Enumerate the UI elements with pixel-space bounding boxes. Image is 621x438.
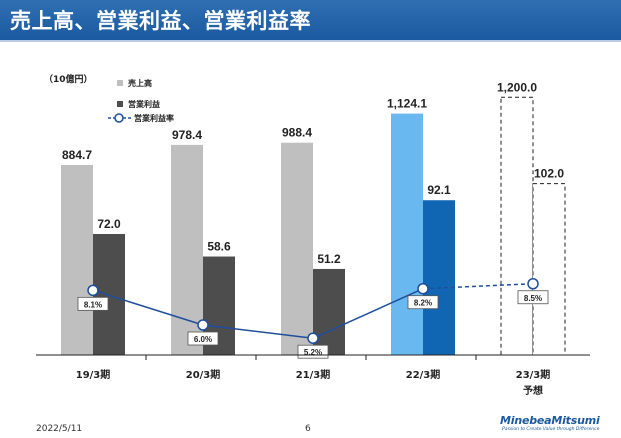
legend-rate-marker <box>114 113 124 123</box>
label-profit-4: 102.0 <box>534 167 564 181</box>
rate-label-1: 6.0% <box>194 335 212 344</box>
bar-profit-2 <box>313 268 345 355</box>
rate-line-segment-3 <box>422 283 534 290</box>
tick-label-3: 22/3期 <box>406 368 441 381</box>
legend-profit-label: 営業利益 <box>128 100 160 109</box>
footer-date: 2022/5/11 <box>36 424 83 434</box>
rate-label-box-0 <box>77 296 109 311</box>
label-profit-3: 92.1 <box>427 183 451 197</box>
rate-label-2: 5.2% <box>304 348 322 357</box>
tick-sublabel-4: 予想 <box>523 384 543 397</box>
rate-point-0 <box>87 284 99 297</box>
bar-sales-3 <box>391 113 423 355</box>
rate-point-2 <box>307 332 319 344</box>
rate-label-4: 8.5% <box>524 294 542 303</box>
legend-sales-swatch <box>117 80 123 86</box>
bar-profit-4 <box>532 183 566 356</box>
bar-sales-2 <box>281 142 313 355</box>
rate-line-segment-1 <box>202 324 314 339</box>
bar-sales-4 <box>500 96 534 356</box>
rate-line-segment-0 <box>92 289 204 326</box>
rate-point-1 <box>197 319 209 331</box>
rate-label-box-4 <box>517 290 549 305</box>
tick-label-2: 21/3期 <box>296 368 331 381</box>
rate-label-box-3 <box>407 295 439 310</box>
bar-sales-0 <box>61 165 93 355</box>
title-bar: 売上高、営業利益、営業利益率 <box>0 0 621 42</box>
label-sales-2: 988.4 <box>282 126 312 140</box>
legend-sales-label: 売上高 <box>128 79 152 88</box>
unit-label: （10億円） <box>44 75 93 85</box>
label-sales-1: 978.4 <box>172 128 202 142</box>
bar-profit-3 <box>423 200 455 355</box>
tick-label-0: 19/3期 <box>76 368 111 381</box>
legend-profit-swatch <box>117 101 123 107</box>
label-profit-1: 58.6 <box>207 240 231 254</box>
bar-profit-0 <box>93 234 125 355</box>
company-tagline: Passion to Create Value through Differen… <box>502 427 600 432</box>
label-profit-2: 51.2 <box>317 252 341 266</box>
label-sales-0: 884.7 <box>62 148 92 162</box>
tick-label-4: 23/3期 <box>516 368 551 381</box>
rate-label-3: 8.2% <box>414 299 432 308</box>
legend-rate-label: 営業利益率 <box>134 114 174 123</box>
company-logo: MinebeaMitsumi <box>500 414 600 427</box>
rate-point-3 <box>417 282 429 295</box>
label-profit-0: 72.0 <box>97 217 121 231</box>
rate-point-4 <box>527 278 539 290</box>
rate-line-segment-2 <box>312 288 424 339</box>
tick-label-1: 20/3期 <box>186 368 221 381</box>
label-sales-3: 1,124.1 <box>387 97 427 111</box>
label-sales-4: 1,200.0 <box>497 80 537 94</box>
page-title: 売上高、営業利益、営業利益率 <box>10 9 311 33</box>
rate-label-0: 8.1% <box>84 300 102 309</box>
page-number: 6 <box>305 424 311 434</box>
rate-label-box-1 <box>187 331 219 346</box>
